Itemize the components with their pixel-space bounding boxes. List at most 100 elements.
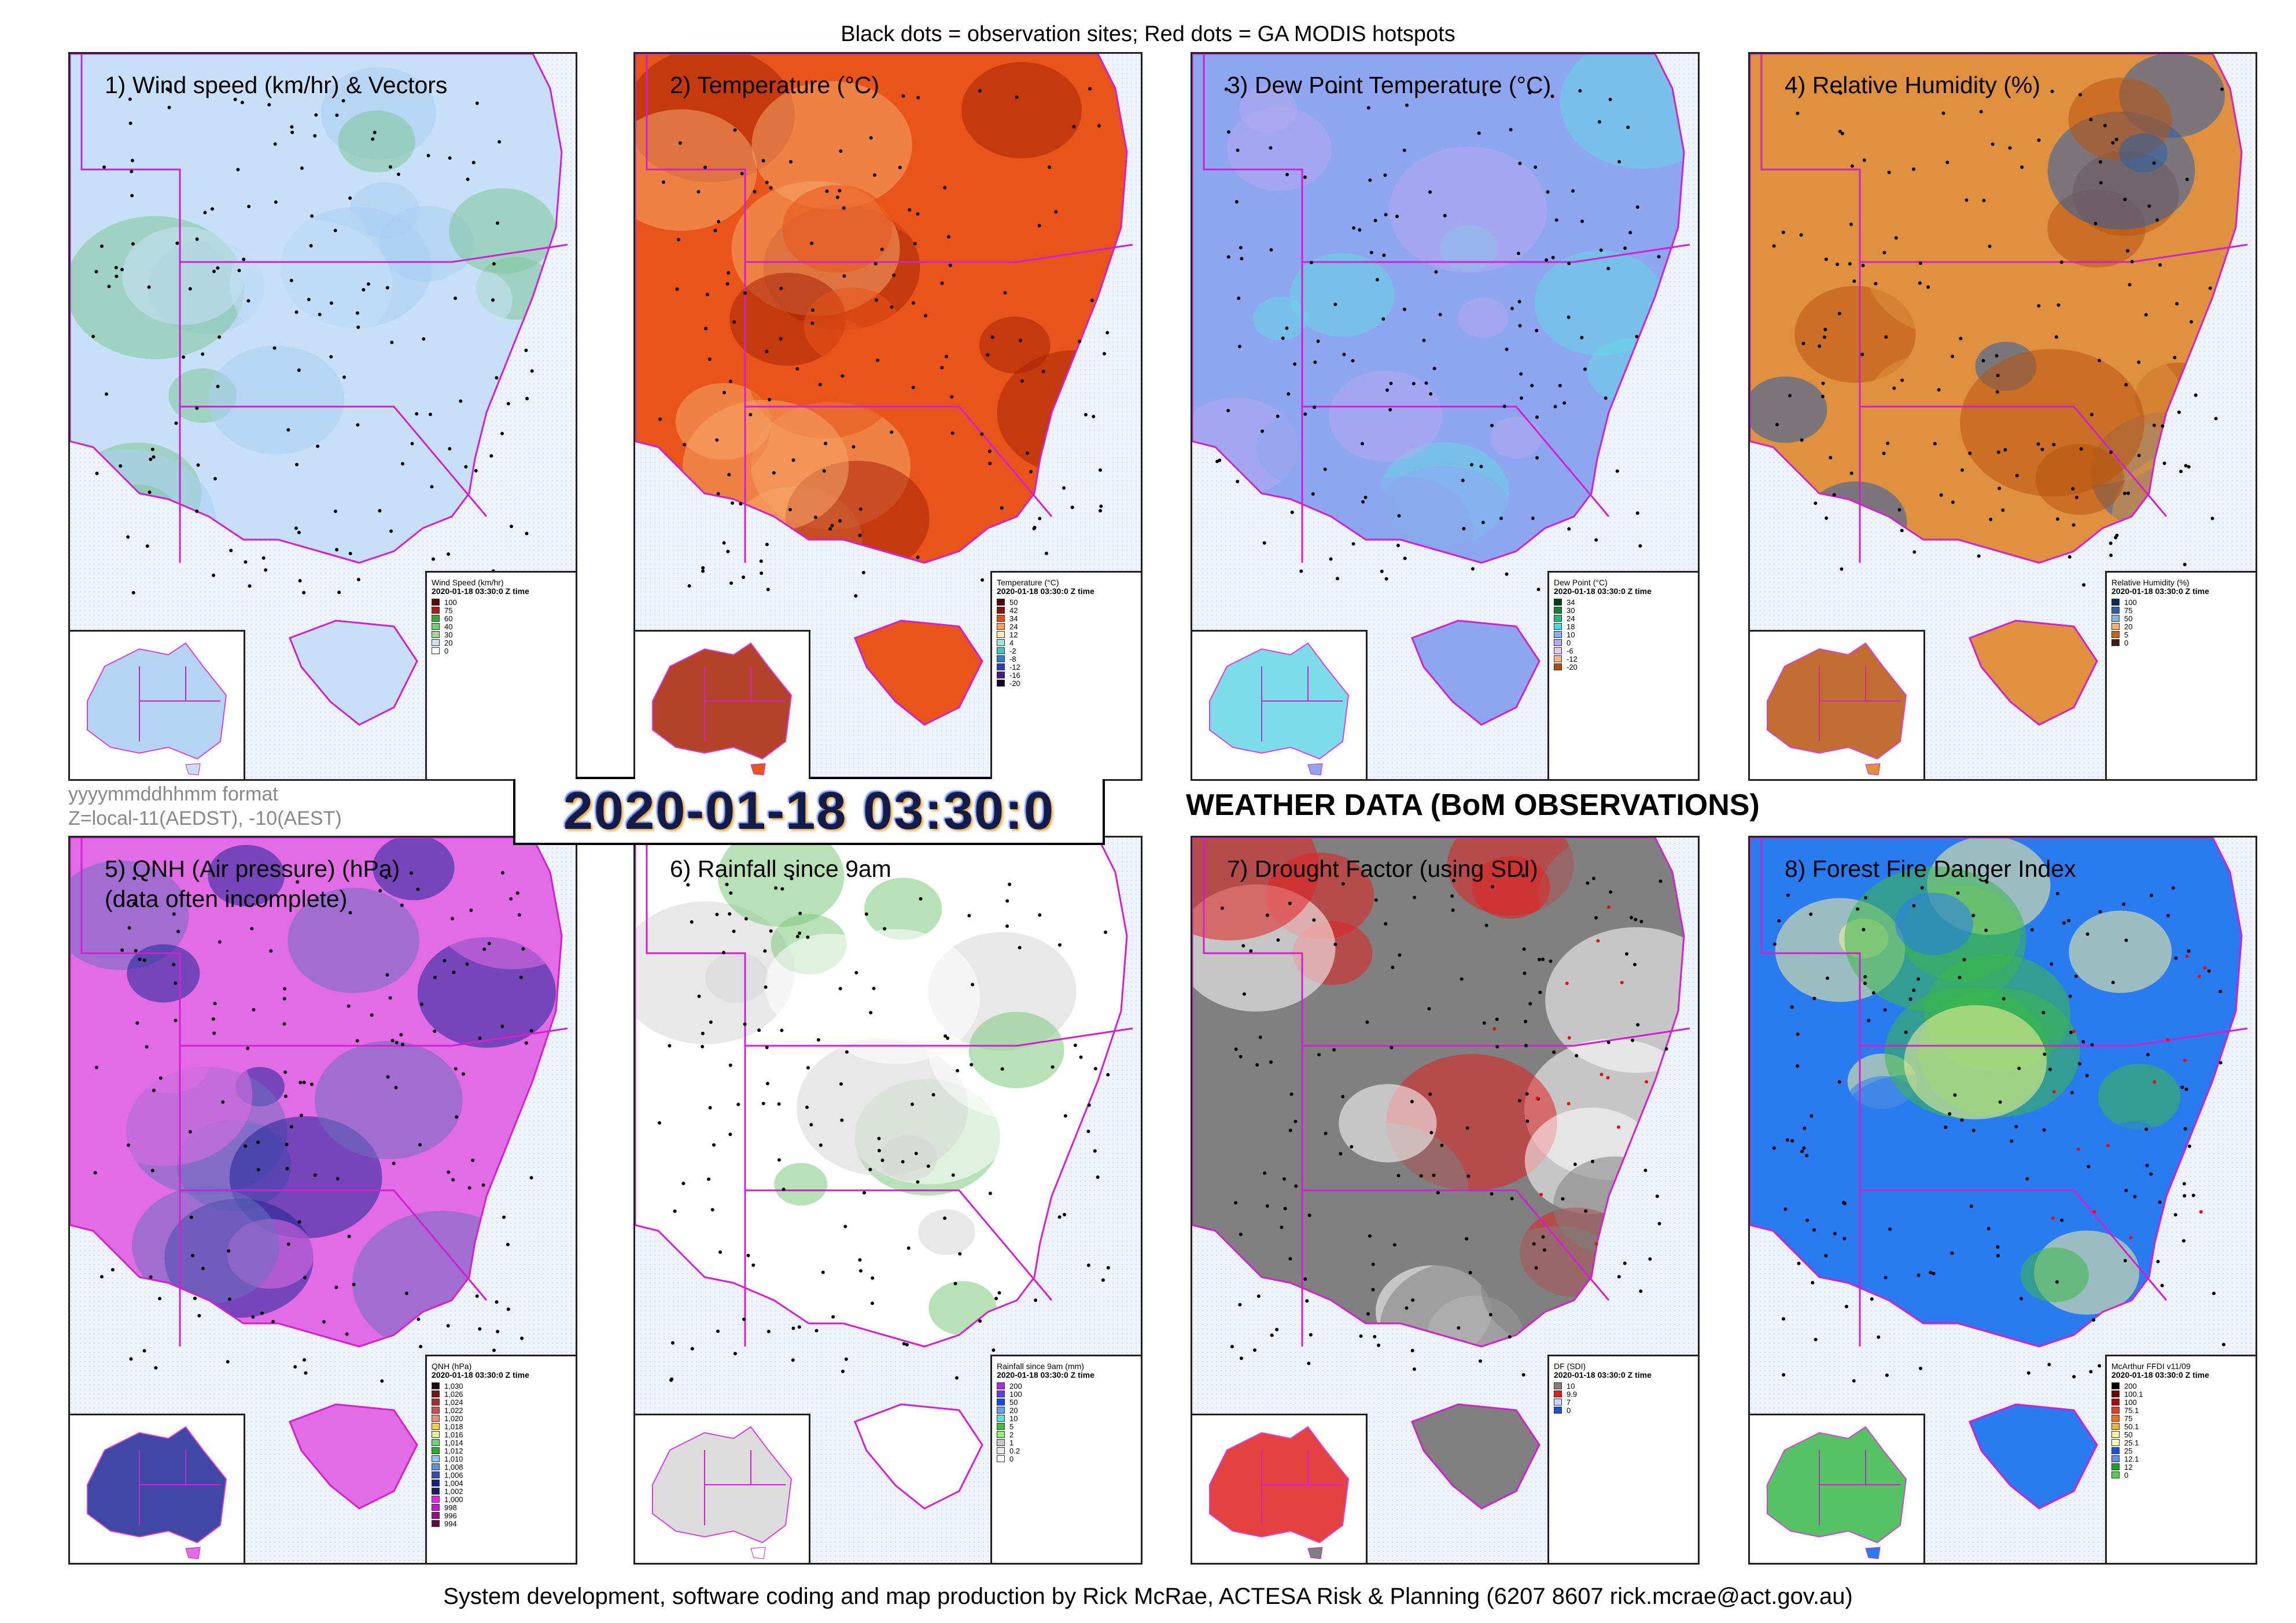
legend-swatch xyxy=(432,1488,440,1495)
legend-swatch xyxy=(432,607,440,614)
legend-level: -8 xyxy=(1009,654,1016,663)
legend-swatch xyxy=(2111,1471,2120,1478)
legend-level: -16 xyxy=(1009,670,1020,680)
legend-item: 12 xyxy=(2111,1463,2251,1471)
page-title: Black dots = observation sites; Red dots… xyxy=(841,22,1455,46)
legend-swatch xyxy=(997,1399,1005,1406)
legend-level: 75 xyxy=(2124,606,2133,615)
legend-level: 996 xyxy=(444,1511,457,1520)
legend-level: 100 xyxy=(1009,1389,1022,1399)
legend-level: 100 xyxy=(2124,597,2137,607)
legend-date: 2020-01-18 03:30:0 Z time xyxy=(2111,1370,2209,1379)
legend-swatch xyxy=(1554,1390,1562,1397)
legend-panel-1: Wind Speed (km/hr) 2020-01-18 03:30:0 Z … xyxy=(425,571,576,779)
legend-title: DF (SDI) xyxy=(1554,1362,1586,1371)
legend-level: 10 xyxy=(1567,1381,1575,1390)
legend-level: 1,020 xyxy=(444,1414,463,1423)
legend-level: 75 xyxy=(444,606,453,615)
legend-item: 100 xyxy=(2111,597,2251,607)
legend-swatch xyxy=(997,607,1005,614)
legend-level: 1,000 xyxy=(444,1495,463,1504)
state-borders xyxy=(80,54,568,563)
legend-level: 20 xyxy=(444,638,453,647)
legend-level: 1,018 xyxy=(444,1422,463,1431)
legend-swatch xyxy=(432,631,440,638)
australia-inset-map xyxy=(635,630,810,779)
legend-level: 0.2 xyxy=(1009,1446,1020,1455)
legend-item: 1,024 xyxy=(432,1398,571,1407)
legend-level: 9.9 xyxy=(1567,1389,1578,1399)
legend-level: 200 xyxy=(1009,1381,1022,1390)
legend-level: 50 xyxy=(1009,597,1018,607)
legend-panel-5: QNH (hPa) 2020-01-18 03:30:0 Z time 1,03… xyxy=(425,1355,576,1563)
legend-swatch xyxy=(997,615,1005,622)
legend-level: 30 xyxy=(444,630,453,639)
legend-level: 2 xyxy=(1009,1430,1014,1439)
legend-item: 100 xyxy=(432,597,571,607)
legend-swatch xyxy=(432,623,440,630)
legend-swatch xyxy=(997,599,1005,606)
legend-level: 5 xyxy=(2124,630,2129,639)
legend-swatch xyxy=(997,1407,1005,1414)
legend-title: Wind Speed (km/hr) xyxy=(432,578,504,587)
legend-swatch xyxy=(2111,623,2120,630)
legend-swatch xyxy=(997,1439,1005,1446)
legend-item: -12 xyxy=(1554,655,1693,663)
legend-panel-8: McArthur FFDI v11/09 2020-01-18 03:30:0 … xyxy=(2105,1355,2256,1563)
legend-date: 2020-01-18 03:30:0 Z time xyxy=(432,1370,529,1379)
legend-level: 10 xyxy=(1567,630,1575,639)
legend-level: 100 xyxy=(444,597,457,607)
panel-3-title: 3) Dew Point Temperature (°C) xyxy=(1227,72,1551,98)
legend-swatch xyxy=(997,1382,1005,1389)
legend-swatch xyxy=(997,1455,1005,1462)
legend-level: 1 xyxy=(1009,1438,1014,1447)
timestamp-display: 2020-01-18 03:30:0 xyxy=(513,777,1105,845)
state-borders xyxy=(1760,838,2248,1347)
legend-swatch xyxy=(2111,639,2120,646)
state-borders xyxy=(1203,838,1690,1347)
legend-item: 9.9 xyxy=(1554,1389,1693,1399)
legend-item: 1,030 xyxy=(432,1382,571,1390)
legend-level: 50.1 xyxy=(2124,1422,2139,1431)
legend-levels: 100 75 50 20 5 0 xyxy=(2111,598,2251,647)
legend-date: 2020-01-18 03:30:0 Z time xyxy=(432,587,529,596)
legend-swatch xyxy=(432,1480,440,1486)
legend-level: 1,002 xyxy=(444,1486,463,1496)
legend-swatch xyxy=(997,680,1005,687)
legend-swatch xyxy=(997,647,1005,654)
legend-levels: 200 100 50 20 10 5 2 1 0.2 0 xyxy=(997,1382,1136,1463)
legend-level: 12 xyxy=(1009,630,1018,639)
map-panel-5: 5) QNH (Air pressure) (hPa) (data often … xyxy=(68,836,577,1565)
legend-level: 25 xyxy=(2124,1446,2133,1455)
legend-level: 1,008 xyxy=(444,1462,463,1471)
legend-swatch xyxy=(2111,1415,2120,1422)
legend-item: -16 xyxy=(997,670,1136,680)
legend-item: 0.2 xyxy=(997,1447,1136,1455)
legend-title: Relative Humidity (%) xyxy=(2111,578,2190,587)
legend-item: 20 xyxy=(432,639,571,647)
legend-swatch xyxy=(2111,1390,2120,1397)
map-panel-7: 7) Drought Factor (using SDI) DF (SDI) 2… xyxy=(1191,836,1700,1565)
legend-swatch xyxy=(432,1423,440,1430)
legend-item: 1,020 xyxy=(432,1414,571,1423)
legend-date: 2020-01-18 03:30:0 Z time xyxy=(1554,1370,1652,1379)
footer-credit: System development, software coding and … xyxy=(443,1584,1853,1609)
legend-level: -12 xyxy=(1009,662,1020,672)
legend-swatch xyxy=(1554,639,1562,646)
australia-inset-map xyxy=(70,1414,245,1563)
legend-panel-4: Relative Humidity (%) 2020-01-18 03:30:0… xyxy=(2105,571,2256,779)
legend-item: 42 xyxy=(997,606,1136,615)
legend-level: 20 xyxy=(2124,622,2133,631)
legend-item: 0 xyxy=(2111,1470,2251,1480)
legend-levels: 34 30 24 18 10 0 -6 -12 -20 xyxy=(1554,598,1693,672)
legend-level: 1,010 xyxy=(444,1454,463,1463)
australia-inset-map xyxy=(1750,1414,1925,1563)
legend-title: Rainfall since 9am (mm) xyxy=(997,1362,1084,1371)
legend-level: 0 xyxy=(2124,1470,2129,1480)
legend-swatch xyxy=(1554,623,1562,630)
panel-4-title: 4) Relative Humidity (%) xyxy=(1785,72,2040,98)
legend-swatch xyxy=(1554,631,1562,638)
legend-item: -6 xyxy=(1554,647,1693,655)
legend-item: 25.1 xyxy=(2111,1438,2251,1447)
legend-level: 1,022 xyxy=(444,1406,463,1415)
